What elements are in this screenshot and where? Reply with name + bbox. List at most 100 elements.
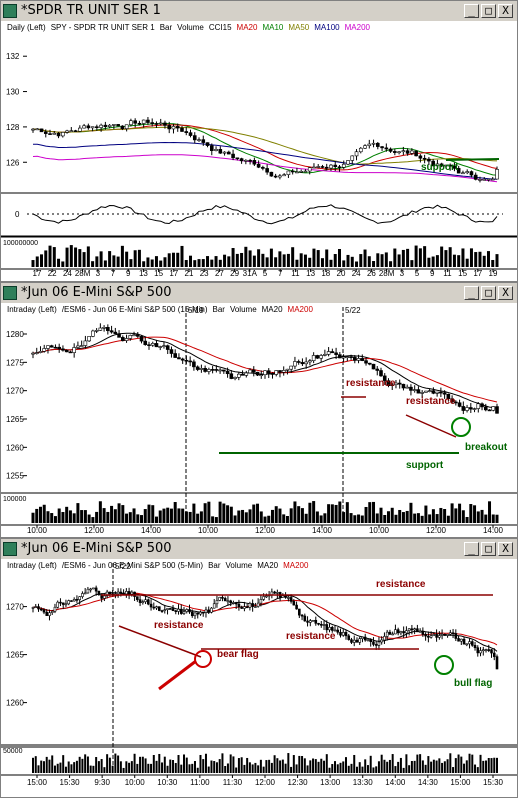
price-chart-5min[interactable]: 1260 1265 1270 5/22 50000 15:00 15:30 9:30 10:00…: [1, 561, 517, 797]
candle-body: [78, 127, 82, 132]
volume-bar: [364, 759, 367, 773]
volume-bar: [278, 251, 282, 267]
close-button[interactable]: X: [498, 4, 513, 18]
volume-bar: [207, 766, 210, 773]
volume-bar: [196, 513, 200, 523]
candle-body: [120, 125, 125, 129]
candle-body: [81, 593, 84, 597]
candle-body: [402, 631, 405, 634]
candle-body: [380, 146, 384, 149]
candle-body: [138, 599, 142, 603]
moving-average-line: [32, 592, 498, 646]
window-titlebar[interactable]: *Jun 06 E-Mini S&P 500 _ □ X: [1, 283, 517, 304]
volume-bar: [257, 249, 261, 267]
volume-bar: [323, 760, 326, 773]
volume-bar: [235, 767, 238, 773]
candle-body: [103, 124, 108, 127]
candle-body: [34, 352, 39, 354]
x-tick-label: 14:00: [483, 526, 504, 535]
volume-bar: [452, 767, 455, 773]
candle-body: [204, 609, 208, 613]
volume-bar: [306, 765, 309, 773]
candle-body: [214, 149, 218, 151]
volume-bar: [243, 764, 246, 773]
volume-bar: [185, 757, 188, 773]
volume-bar: [106, 754, 109, 773]
x-tick-label: 13: [306, 269, 315, 278]
volume-bar: [355, 766, 358, 773]
candle-body: [129, 120, 133, 126]
maximize-button[interactable]: □: [481, 4, 496, 18]
volume-bar: [473, 505, 477, 523]
candle-body: [162, 345, 166, 347]
candle-body: [235, 157, 240, 160]
candle-body: [456, 168, 461, 174]
volume-bar: [125, 513, 129, 523]
volume-bar: [162, 508, 166, 523]
volume-bar: [202, 759, 205, 773]
candle-body: [174, 610, 178, 612]
volume-bar: [270, 509, 274, 523]
candle-body: [414, 150, 418, 157]
candle-body: [472, 408, 477, 410]
candle-body: [130, 591, 134, 595]
x-tick-label: 15: [458, 269, 467, 278]
volume-bar: [476, 767, 479, 773]
volume-bar: [457, 255, 461, 267]
candle-body: [132, 334, 136, 337]
candle-body: [251, 603, 254, 607]
volume-bar: [173, 502, 177, 523]
subtitle-item: Volume: [229, 305, 257, 314]
minimize-button[interactable]: _: [464, 542, 479, 556]
volume-bar: [171, 252, 175, 267]
volume-bar: [174, 763, 177, 773]
minimize-button[interactable]: _: [464, 286, 479, 300]
x-tick-label: 13: [139, 269, 148, 278]
volume-bar: [380, 254, 384, 267]
x-tick-label: 12:30: [288, 778, 309, 787]
volume-bar: [59, 762, 62, 773]
x-tick-label: 13:30: [353, 778, 374, 787]
candle-body: [289, 597, 293, 602]
volume-bar: [350, 256, 354, 267]
candle-body: [59, 601, 62, 604]
volume-bar: [301, 756, 304, 773]
volume-bar: [226, 763, 229, 773]
volume-bar: [300, 508, 304, 523]
close-button[interactable]: X: [498, 542, 513, 556]
minimize-button[interactable]: _: [464, 4, 479, 18]
volume-bar: [408, 765, 411, 773]
price-chart-15min[interactable]: 1255 1260 1265 1270 1275 1280 5/19 5/22 100000 10…: [1, 305, 517, 537]
y-tick-label: 0: [15, 210, 20, 219]
close-button[interactable]: X: [498, 286, 513, 300]
maximize-button[interactable]: □: [481, 542, 496, 556]
candle-body: [199, 611, 202, 615]
volume-bar: [485, 760, 488, 773]
candle-body: [227, 151, 231, 155]
candle-body: [412, 389, 417, 391]
volume-bar: [256, 503, 260, 523]
volume-bar: [424, 505, 428, 523]
candle-body: [418, 155, 423, 159]
volume-bar: [282, 254, 286, 267]
volume-bar: [292, 755, 295, 773]
candle-body: [72, 347, 76, 353]
candle-body: [61, 602, 65, 605]
volume-bar: [479, 754, 482, 773]
candle-body: [150, 122, 154, 124]
volume-bar: [121, 505, 125, 523]
candle-body: [67, 600, 70, 605]
candle-body: [121, 337, 125, 341]
maximize-button[interactable]: □: [481, 286, 496, 300]
candle-body: [222, 369, 226, 372]
volume-bar: [281, 759, 284, 773]
volume-bar: [210, 760, 213, 773]
candle-body: [371, 363, 376, 370]
window-titlebar[interactable]: *SPDR TR UNIT SER 1 _ □ X: [1, 1, 517, 22]
volume-bar: [262, 766, 265, 773]
volume-bar: [274, 257, 278, 267]
x-tick-label: 9: [430, 269, 435, 278]
window-titlebar[interactable]: *Jun 06 E-Mini S&P 500 _ □ X: [1, 539, 517, 560]
volume-bar: [290, 766, 293, 773]
